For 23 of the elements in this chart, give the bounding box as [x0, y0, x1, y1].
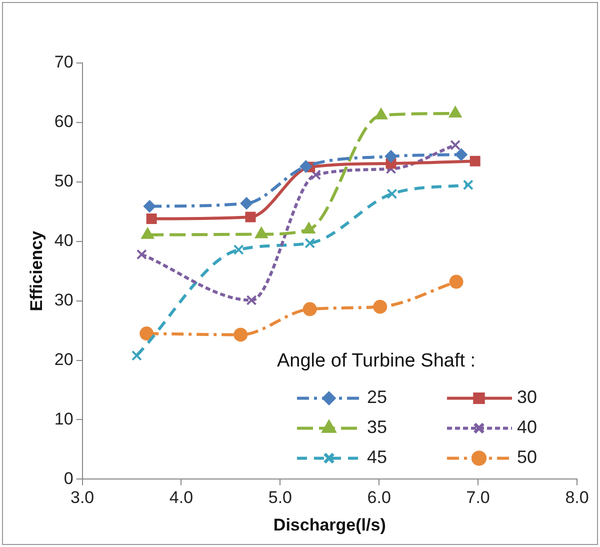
legend-label: 30	[517, 387, 538, 408]
y-tick-label: 10	[54, 409, 74, 428]
x-tick-label: 4.0	[169, 488, 194, 508]
legend-label: 50	[517, 447, 538, 468]
legend-label: 45	[367, 447, 388, 468]
legend-label: 40	[517, 417, 538, 438]
legend-label: 25	[367, 387, 388, 408]
x-axis-title: Discharge(l/s)	[273, 515, 386, 534]
y-tick-label: 20	[54, 350, 74, 369]
y-tick-label: 30	[54, 290, 74, 310]
y-tick-label: 50	[54, 172, 74, 191]
y-tick-label: 70	[54, 52, 74, 72]
y-tick-label: 0	[64, 468, 74, 488]
x-tick-label: 3.0	[70, 488, 94, 508]
x-tick-label: 5.0	[268, 488, 292, 508]
y-tick-label: 40	[54, 231, 74, 250]
x-tick-label: 7.0	[466, 488, 490, 508]
y-axis-title: Efficiency	[26, 230, 46, 312]
x-tick-label: 6.0	[367, 488, 391, 508]
x-tick-label: 8.0	[565, 488, 589, 508]
legend-title: Angle of Turbine Shaft :	[277, 350, 476, 372]
y-tick-label: 60	[54, 112, 74, 132]
legend-label: 35	[367, 417, 388, 438]
